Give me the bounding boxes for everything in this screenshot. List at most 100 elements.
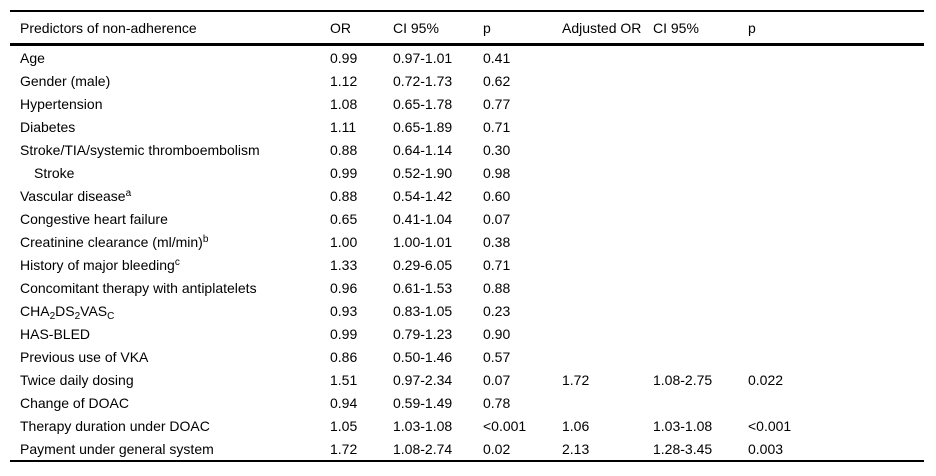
adjusted-p-value [748, 253, 924, 276]
p-value: 0.98 [483, 164, 511, 181]
table-row: Vascular diseasea 0.88 0.54-1.42 0.60 [10, 184, 924, 207]
adjusted-ci95-value [653, 391, 748, 414]
adjusted-ci95-value: 1.03-1.08 [653, 417, 713, 434]
ci95-value: 0.54-1.42 [393, 187, 453, 204]
adjusted-p-value [748, 115, 924, 138]
adjusted-or-value [562, 69, 653, 92]
ci95-value: 0.59-1.49 [393, 394, 453, 411]
p-value: 0.07 [483, 371, 511, 388]
predictor-label: Previous use of VKA [20, 348, 149, 365]
p-value: 0.57 [483, 348, 511, 365]
adjusted-or-value [562, 138, 653, 161]
or-value: 1.12 [330, 72, 358, 89]
predictor-label: Age [20, 49, 45, 66]
p-value: 0.60 [483, 187, 511, 204]
adjusted-p-value [748, 322, 924, 345]
adjusted-or-value: 1.72 [562, 371, 590, 388]
ci95-value: 0.52-1.90 [393, 164, 453, 181]
ci95-value: 1.03-1.08 [393, 417, 453, 434]
ci95-value: 0.65-1.78 [393, 95, 453, 112]
adjusted-ci95-value [653, 253, 748, 276]
p-value: 0.02 [483, 440, 511, 457]
ci95-value: 0.65-1.89 [393, 118, 453, 135]
p-value: 0.41 [483, 49, 511, 66]
adjusted-p-value [748, 161, 924, 184]
predictor-label: Payment under general system [20, 440, 214, 457]
or-value: 1.11 [330, 118, 357, 135]
col-header-or: OR [330, 11, 393, 46]
p-value: 0.07 [483, 210, 511, 227]
col-header-adjusted-ci95: CI 95% [653, 11, 748, 46]
or-value: 0.99 [330, 325, 358, 342]
col-header-p: p [483, 11, 562, 46]
ci95-value: 0.97-2.34 [393, 371, 453, 388]
or-value: 0.99 [330, 164, 358, 181]
adjusted-p-value [748, 184, 924, 207]
adjusted-or-value [562, 207, 653, 230]
predictor-label: Concomitant therapy with antiplatelets [20, 279, 257, 296]
table-row: HAS-BLED 0.99 0.79-1.23 0.90 [10, 322, 924, 345]
col-header-ci95: CI 95% [393, 11, 483, 46]
predictor-label: Change of DOAC [20, 394, 129, 411]
predictor-label: History of major bleedingc [20, 256, 180, 273]
predictor-label: Hypertension [20, 95, 103, 112]
adjusted-ci95-value [653, 92, 748, 115]
p-value: 0.38 [483, 233, 511, 250]
predictor-label: Creatinine clearance (ml/min)b [20, 233, 209, 250]
table-row: Therapy duration under DOAC 1.05 1.03-1.08… [10, 414, 924, 437]
or-value: 0.86 [330, 348, 358, 365]
or-value: 0.88 [330, 187, 358, 204]
ci95-value: 0.50-1.46 [393, 348, 453, 365]
predictor-label: Gender (male) [20, 72, 111, 89]
ci95-value: 0.64-1.14 [393, 141, 453, 158]
adjusted-ci95-value [653, 161, 748, 184]
or-value: 1.00 [330, 233, 358, 250]
adjusted-ci95-value [653, 299, 748, 322]
adjusted-p-value [748, 69, 924, 92]
table-row: Stroke/TIA/systemic thromboembolism 0.88 0… [10, 138, 924, 161]
col-header-adjusted-or: Adjusted OR [562, 11, 653, 46]
p-value: 0.90 [483, 325, 511, 342]
adjusted-p-value [748, 92, 924, 115]
adjusted-ci95-value [653, 45, 748, 70]
adjusted-ci95-value [653, 230, 748, 253]
table-body: Age 0.99 0.97-1.01 0.41 Gender (male) 1.12 0.7… [10, 45, 924, 462]
table-row: Age 0.99 0.97-1.01 0.41 [10, 45, 924, 70]
or-value: 0.94 [330, 394, 358, 411]
adjusted-ci95-value [653, 138, 748, 161]
adjusted-or-value [562, 230, 653, 253]
adjusted-or-value [562, 345, 653, 368]
adjusted-or-value [562, 92, 653, 115]
predictor-label: CHA2DS2VASC [20, 302, 115, 322]
table-row: Twice daily dosing 1.51 0.97-2.34 0.07 1.72 1… [10, 368, 924, 391]
p-value: <0.001 [483, 417, 527, 434]
adjusted-or-value [562, 322, 653, 345]
predictor-label: Twice daily dosing [20, 371, 134, 388]
or-value: 1.51 [330, 371, 358, 388]
adjusted-ci95-value: 1.28-3.45 [653, 440, 713, 457]
adjusted-ci95-value [653, 276, 748, 299]
adjusted-or-value [562, 161, 653, 184]
adjusted-p-value [748, 391, 924, 414]
table-row: Creatinine clearance (ml/min)b 1.00 1.00-1… [10, 230, 924, 253]
ci95-value: 0.29-6.05 [393, 256, 453, 273]
table-row: Congestive heart failure 0.65 0.41-1.04 0.0… [10, 207, 924, 230]
ci95-value: 0.61-1.53 [393, 279, 453, 296]
adjusted-p-value: 0.003 [748, 440, 784, 457]
adjusted-ci95-value [653, 69, 748, 92]
ci95-value: 0.83-1.05 [393, 302, 453, 319]
or-value: 1.08 [330, 95, 358, 112]
adjusted-or-value [562, 115, 653, 138]
table-row: CHA2DS2VASC 0.93 0.83-1.05 0.23 [10, 299, 924, 322]
adjusted-or-value: 2.13 [562, 440, 590, 457]
table-row: Concomitant therapy with antiplatelets 0.… [10, 276, 924, 299]
predictor-label: Stroke/TIA/systemic thromboembolism [20, 141, 260, 158]
predictor-label: Congestive heart failure [20, 210, 168, 227]
paper-table-page: Predictors of non-adherence OR CI 95% p … [10, 10, 924, 462]
header-row: Predictors of non-adherence OR CI 95% p … [10, 11, 924, 46]
predictor-label: Stroke [34, 164, 75, 181]
adjusted-ci95-value [653, 207, 748, 230]
adjusted-p-value [748, 45, 924, 70]
or-value: 1.33 [330, 256, 358, 273]
table-row: Diabetes 1.11 0.65-1.89 0.71 [10, 115, 924, 138]
